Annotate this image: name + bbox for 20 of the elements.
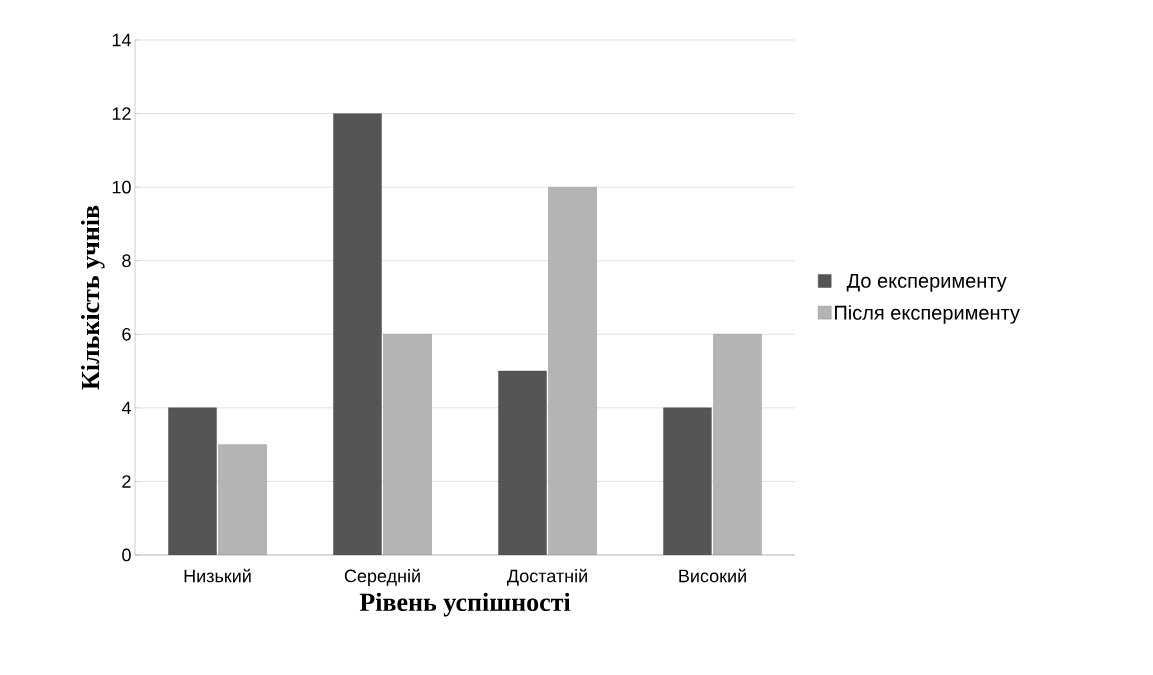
- x-tick-label: Середній: [344, 568, 420, 586]
- x-tick-label: Високий: [679, 568, 746, 583]
- legend-label: Після експерименту: [835, 305, 1020, 324]
- x-axis-title: Рівень успішності: [359, 592, 571, 617]
- y-tick-label: 0: [122, 548, 131, 562]
- y-tick-label: 4: [121, 401, 131, 415]
- legend-label: До експерименту: [846, 273, 1007, 292]
- y-tick-label: 8: [122, 254, 131, 268]
- x-tick-label: Низький: [184, 568, 251, 583]
- y-axis-title: Кількість учнів: [80, 205, 105, 390]
- bar: [663, 407, 712, 555]
- bar: [333, 113, 382, 555]
- y-tick-label: 10: [112, 180, 131, 194]
- y-tick-label: 2: [122, 475, 131, 488]
- bar: [498, 370, 547, 555]
- y-tick-label: 6: [122, 327, 131, 341]
- bar: [168, 407, 217, 555]
- y-tick-label: 14: [112, 33, 131, 47]
- y-tick-label: 12: [112, 107, 131, 120]
- x-tick-label: Достатній: [506, 568, 587, 586]
